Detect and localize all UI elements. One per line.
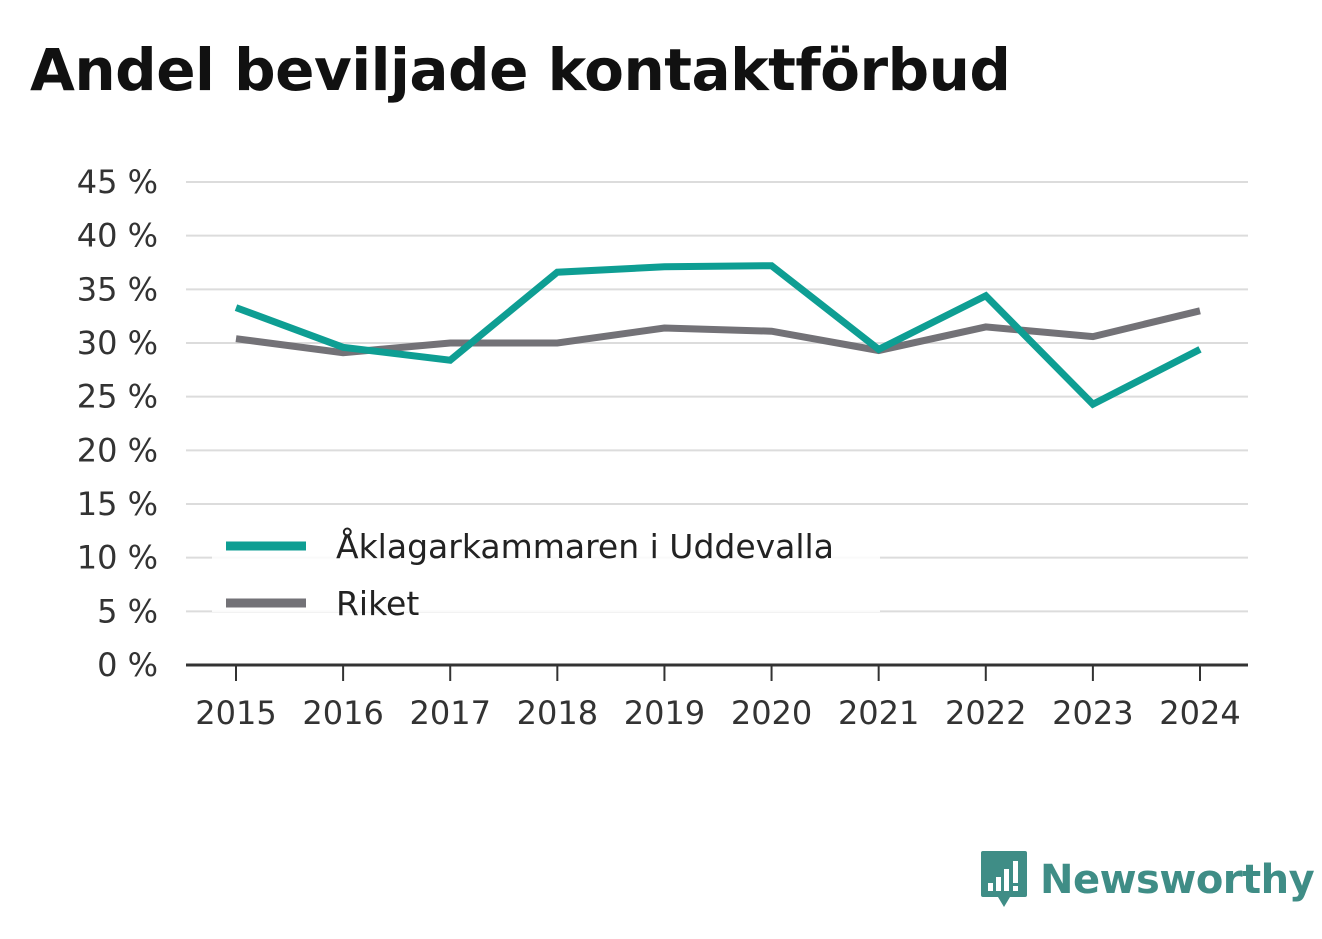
y-tick-label: 30 % bbox=[77, 324, 158, 362]
brand-name: Newsworthy bbox=[1040, 857, 1315, 903]
y-tick-label: 5 % bbox=[97, 592, 158, 630]
x-tick-label: 2017 bbox=[410, 694, 491, 732]
series-line-riket bbox=[235, 307, 1201, 357]
x-tick-label: 2015 bbox=[195, 694, 276, 732]
x-tick-label: 2018 bbox=[517, 694, 598, 732]
legend: Åklagarkammaren i Uddevalla Riket bbox=[212, 520, 880, 623]
y-tick-label: 25 % bbox=[77, 378, 158, 416]
y-tick-label: 45 % bbox=[77, 163, 158, 201]
y-tick-labels: 0 % 5 % 10 % 15 % 20 % 25 % 30 % 35 % 40 % 45 % bbox=[77, 163, 158, 684]
legend-background bbox=[212, 520, 880, 612]
x-tick-label: 2016 bbox=[302, 694, 383, 732]
legend-label-riket: Riket bbox=[336, 584, 419, 623]
y-tick-label: 40 % bbox=[77, 217, 158, 255]
x-tick-label: 2019 bbox=[624, 694, 705, 732]
x-tick-label: 2021 bbox=[838, 694, 919, 732]
series-line-aklagarkammaren-i-uddevalla bbox=[234, 262, 1202, 409]
x-tick-label: 2020 bbox=[731, 694, 812, 732]
series-lines bbox=[234, 262, 1202, 409]
y-tick-label: 0 % bbox=[97, 646, 158, 684]
x-tick-label: 2023 bbox=[1052, 694, 1133, 732]
x-tick-label: 2024 bbox=[1159, 694, 1240, 732]
legend-label-aklagarkammaren-i-uddevalla: Åklagarkammaren i Uddevalla bbox=[336, 526, 834, 566]
x-tick-label: 2022 bbox=[945, 694, 1026, 732]
x-axis bbox=[186, 663, 1248, 681]
y-tick-label: 20 % bbox=[77, 431, 158, 469]
chart-title: Andel beviljade kontaktförbud bbox=[30, 36, 1011, 104]
y-tick-label: 15 % bbox=[77, 485, 158, 523]
y-tick-label: 35 % bbox=[77, 270, 158, 308]
newsworthy-logo-icon bbox=[981, 851, 1027, 907]
brand-logo: Newsworthy bbox=[980, 848, 1315, 912]
y-tick-label: 10 % bbox=[77, 539, 158, 577]
x-tick-labels: 2015 2016 2017 2018 2019 2020 2021 2022 2023 2024 bbox=[195, 694, 1240, 732]
